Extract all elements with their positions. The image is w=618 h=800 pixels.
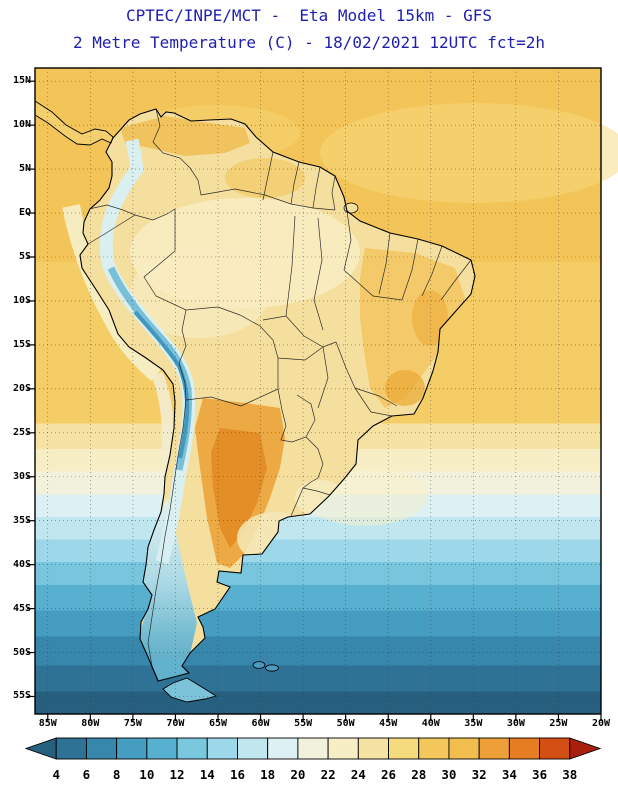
land-temperature-field <box>99 116 465 681</box>
x-axis-label-85W: 85W <box>38 718 57 729</box>
colorbar-cell <box>508 737 541 760</box>
colorbar-cell <box>478 737 510 760</box>
colorbar-cell <box>388 737 420 760</box>
colorbar-cell <box>206 737 238 760</box>
colorbar-label-34: 34 <box>502 767 517 782</box>
colorbar-label-30: 30 <box>441 767 456 782</box>
falkland-west-island <box>252 661 266 669</box>
colorbar-cell <box>24 737 57 760</box>
x-axis-label-50W: 50W <box>336 718 355 729</box>
colorbar-label-4: 4 <box>52 767 60 782</box>
colorbar-cell <box>116 737 148 760</box>
x-axis-label-70W: 70W <box>166 718 185 729</box>
colorbar-cell <box>327 737 359 760</box>
y-axis-label-25S: 25S <box>12 426 31 438</box>
x-axis-label-35W: 35W <box>464 718 483 729</box>
temperature-colorbar: 4 6 8 10 12 14 16 18 20 22 24 26 28 30 32 34 36 38 <box>24 737 602 787</box>
x-axis-label-25W: 25W <box>549 718 568 729</box>
y-axis-label-20S: 20S <box>12 382 31 394</box>
colorbar-cell <box>418 737 450 760</box>
x-axis-label-80W: 80W <box>81 718 100 729</box>
y-axis-label-15S: 15S <box>12 338 31 350</box>
x-axis-label-55W: 55W <box>294 718 313 729</box>
colorbar-cell <box>176 737 208 760</box>
y-axis-label-5S: 5S <box>18 250 31 262</box>
y-axis-label-50S: 50S <box>12 646 31 658</box>
y-axis-label-55S: 55S <box>12 690 31 702</box>
colorbar-label-14: 14 <box>200 767 215 782</box>
x-axis-label-30W: 30W <box>506 718 525 729</box>
colorbar-cell <box>448 737 480 760</box>
y-axis-label-15N: 15N <box>12 75 31 87</box>
x-axis-label-40W: 40W <box>421 718 440 729</box>
x-axis-label-45W: 45W <box>379 718 398 729</box>
colorbar-cell <box>569 737 602 760</box>
axis-ticks <box>27 80 602 721</box>
colorbar-svg: 4 6 8 10 12 14 16 18 20 22 24 26 28 30 32 34 36 38 <box>24 737 602 782</box>
colorbar-cell <box>297 737 329 760</box>
map-frame <box>34 67 602 715</box>
colorbar-label-32: 32 <box>472 767 487 782</box>
south-america-temperature-map <box>27 67 618 721</box>
x-axis-label-75W: 75W <box>123 718 142 729</box>
colorbar-label-8: 8 <box>113 767 121 782</box>
colorbar-label-38: 38 <box>562 767 577 782</box>
colorbar-cell <box>85 737 118 760</box>
colorbar-cell <box>55 737 87 760</box>
y-axis-label-40S: 40S <box>12 558 31 570</box>
tierra-del-fuego-island <box>162 677 218 703</box>
y-axis-label-10S: 10S <box>12 294 31 306</box>
colorbar-cell <box>357 737 389 760</box>
colorbar-label-22: 22 <box>321 767 336 782</box>
y-axis-label-10N: 10N <box>12 119 31 131</box>
x-axis-label-65W: 65W <box>208 718 228 729</box>
map-title-line1: CPTEC/INPE/MCT - Eta Model 15km - GFS <box>125 6 493 25</box>
colorbar-cell <box>146 737 178 760</box>
colorbar-label-20: 20 <box>290 767 305 782</box>
colorbar-label-26: 26 <box>381 767 396 782</box>
colorbar-label-24: 24 <box>351 767 366 782</box>
y-axis-label-45S: 45S <box>12 602 31 614</box>
warm-atlantic-patch <box>320 103 618 203</box>
y-axis-label-35S: 35S <box>12 514 31 526</box>
colorbar-cell <box>539 737 571 760</box>
colorbar-cell <box>267 737 299 760</box>
colorbar-label-12: 12 <box>170 767 185 782</box>
map-title-line2: 2 Metre Temperature (C) - 18/02/2021 12U… <box>72 33 545 52</box>
colorbar-label-6: 6 <box>83 767 91 782</box>
colorbar-label-16: 16 <box>230 767 245 782</box>
x-axis-label-60W: 60W <box>251 718 270 729</box>
chile-coastal-band <box>151 371 175 464</box>
colorbar-label-10: 10 <box>139 767 154 782</box>
y-axis-label-EQ: EQ <box>18 207 31 219</box>
country-and-state-borders <box>87 109 472 681</box>
colorbar-label-28: 28 <box>411 767 426 782</box>
falkland-east-island <box>265 664 279 672</box>
y-axis-label-5N: 5N <box>18 163 31 175</box>
x-axis-label-20W: 20W <box>591 718 611 729</box>
colorbar-label-18: 18 <box>260 767 275 782</box>
colorbar-cell <box>237 737 269 760</box>
map-plot-area: 15N 10N 5N EQ 5S 10S 15S 20S 25S 30S 35S 40S 45S 50S 5… <box>13 67 618 729</box>
colorbar-label-36: 36 <box>532 767 547 782</box>
y-axis-label-30S: 30S <box>12 470 31 482</box>
